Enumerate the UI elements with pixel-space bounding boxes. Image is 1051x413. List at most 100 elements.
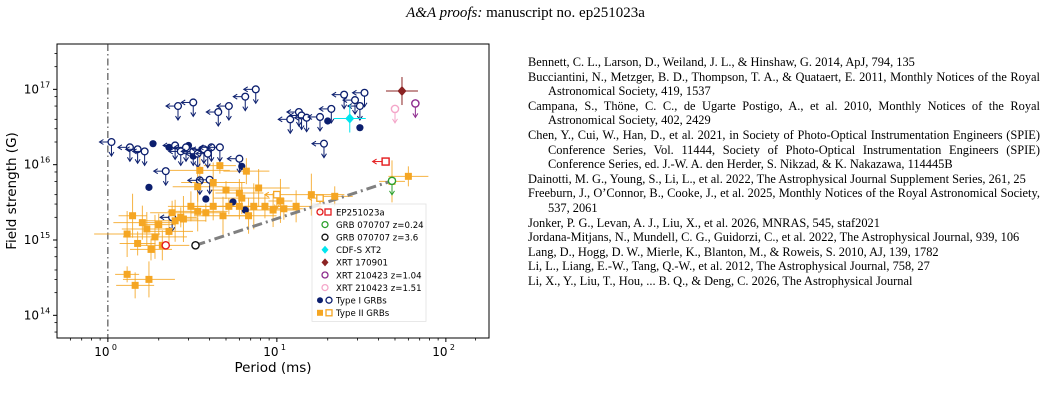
manuscript-number: manuscript no. ep251023a xyxy=(486,5,645,21)
reference-item: Li, L., Liang, E.-W., Tang, Q.-W., et al… xyxy=(528,259,930,274)
type1-limit-headx xyxy=(331,91,337,98)
type2-point xyxy=(209,178,217,186)
special-xrt-210423-z-1-51 xyxy=(390,104,400,114)
y-tick-exponent: 17 xyxy=(40,80,50,89)
type1-limit-head xyxy=(236,168,243,174)
type1-limit-head xyxy=(172,155,179,161)
legend-marker-ring xyxy=(321,283,329,292)
reference-item: Li, X., Y., Liu, T., Hou, ... B. Q., & D… xyxy=(528,273,913,288)
trend-line xyxy=(195,179,393,247)
legend-marker-square xyxy=(324,208,332,216)
special-ep251023a xyxy=(381,157,390,166)
x-axis-label: Period (ms) xyxy=(234,360,311,376)
type2-point xyxy=(143,225,151,233)
type1-limit-headx xyxy=(307,114,313,120)
reference-item: Bennett, C. L., Larson, D., Weiland, J. … xyxy=(528,55,915,69)
type1-limit-headx xyxy=(152,168,159,175)
x-tick-label: 10 xyxy=(263,345,278,359)
x-tick-label: 10 xyxy=(94,345,109,359)
x-tick-label: 10 xyxy=(432,345,447,359)
type2-point xyxy=(222,186,230,194)
special-xrt-210423-z-1-04-arrowhead xyxy=(412,113,419,119)
type2-point xyxy=(331,192,339,200)
type1-limit-point xyxy=(327,104,336,113)
x-tick-exponent: 1 xyxy=(281,343,286,352)
special-xrt-210423-z-1-04 xyxy=(411,99,420,108)
type1-limit-head xyxy=(216,157,223,163)
type1-limit-headx xyxy=(159,214,165,221)
type1-limit-point xyxy=(215,143,224,152)
type1-limit-headx xyxy=(311,140,317,147)
type1-limit-headx xyxy=(180,99,186,106)
type2-point xyxy=(255,184,263,192)
type1-limit-head xyxy=(134,159,141,165)
legend-marker-ring xyxy=(321,220,329,229)
y-tick-label: 10 xyxy=(24,158,39,172)
type1-limit-point xyxy=(173,102,183,111)
type1-limit-head xyxy=(183,157,189,163)
type2-limit-headx xyxy=(263,191,270,198)
type1-point xyxy=(356,124,364,132)
type1-limit-headx xyxy=(186,177,193,184)
journal-name: A&A proofs: xyxy=(406,5,483,21)
special-ep251023a xyxy=(161,241,171,250)
y-axis-label: Field strength (G) xyxy=(4,132,20,250)
type1-limit-headx xyxy=(165,103,171,109)
type2-point xyxy=(280,205,288,213)
type1-limit-head xyxy=(352,109,358,116)
type2-point xyxy=(196,166,204,174)
type1-limit-point xyxy=(241,92,250,101)
type1-limit-point xyxy=(315,112,325,122)
type1-limit-headx xyxy=(285,109,292,115)
type1-limit-headx xyxy=(131,148,137,155)
special-ep251023a-arrowhead xyxy=(371,158,377,165)
type1-limit-head xyxy=(361,102,368,108)
legend-label: XRT 210423 z=1.51 xyxy=(336,284,422,294)
type2-point xyxy=(216,162,224,170)
type2-point xyxy=(235,202,243,210)
type2-point xyxy=(209,202,217,210)
type2-point xyxy=(242,167,250,175)
type1-limit-head xyxy=(208,157,215,163)
type1-limit-head xyxy=(200,159,207,165)
type2-limit-head xyxy=(273,204,280,210)
type1-limit-head xyxy=(190,161,197,167)
legend-label: XRT 210423 z=1.04 xyxy=(336,271,422,281)
type1-limit-head xyxy=(341,104,348,110)
legend-marker-ring xyxy=(321,233,329,241)
reference-item: Chen, Y., Cui, W., Han, D., et al. 2021,… xyxy=(528,127,1040,172)
type1-limit-headx xyxy=(190,146,197,153)
type2-point xyxy=(404,172,412,180)
type1-limit-head xyxy=(108,151,115,157)
type1-limit-head xyxy=(162,180,169,187)
running-header: A&A proofs: manuscript no. ep251023a xyxy=(0,5,1051,22)
legend-marker-square-open xyxy=(325,309,333,317)
y-tick-exponent: 16 xyxy=(40,156,50,165)
special-grb-070707-z-0-24 xyxy=(387,176,397,186)
type1-limit-point xyxy=(189,98,198,107)
type1-limit-head xyxy=(328,118,335,124)
type1-point xyxy=(241,206,249,214)
type1-point xyxy=(145,183,153,191)
type1-limit-point xyxy=(224,102,233,111)
type2-point xyxy=(261,202,269,210)
special-xrt-210423-z-1-51-arrowhead xyxy=(392,118,398,124)
type2-limit-headx xyxy=(307,195,313,202)
legend-marker-ring xyxy=(316,208,324,216)
type2-point xyxy=(138,219,146,227)
type1-point xyxy=(149,140,157,148)
type1-limit-head xyxy=(215,121,222,127)
type2-point xyxy=(145,275,153,283)
reference-item: Jordana-Mitjans, N., Mundell, C. G., Gui… xyxy=(528,230,1020,245)
type2-point xyxy=(155,221,163,229)
type2-point xyxy=(235,189,243,197)
type1-limit-point xyxy=(203,149,212,158)
type1-limit-headx xyxy=(346,103,353,109)
type2-point xyxy=(168,209,176,217)
legend-marker-dot xyxy=(317,297,323,304)
y-tick-label: 10 xyxy=(24,233,39,247)
type2-point xyxy=(238,194,246,202)
legend-marker-square xyxy=(317,309,323,316)
type1-limit-headx xyxy=(342,97,348,104)
